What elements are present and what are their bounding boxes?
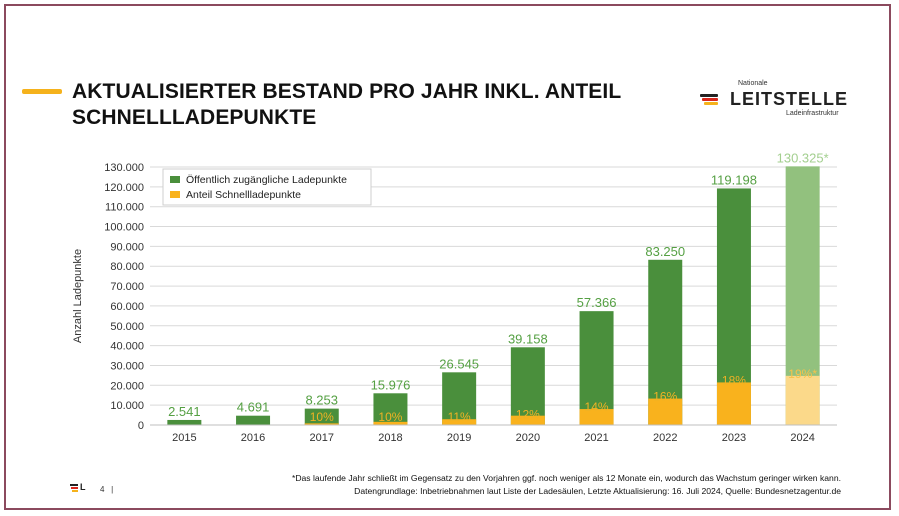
y-tick-label: 50.000: [110, 321, 144, 333]
bar-fast-charging: [442, 419, 477, 425]
title-accent-bar: [22, 89, 62, 94]
footer-logo-text: L: [80, 482, 86, 492]
y-tick-label: 20.000: [110, 380, 144, 392]
bar-fast-charging: [304, 423, 339, 425]
legend-label: Anteil Schnellladepunkte: [186, 189, 301, 201]
legend-swatch: [170, 191, 180, 198]
bar-total: [510, 347, 545, 425]
page-number: 4 |: [100, 485, 113, 494]
data-label-total: 4.691: [237, 400, 270, 415]
data-label-total: 26.545: [439, 356, 479, 371]
y-tick-label: 100.000: [104, 222, 144, 234]
x-tick-label: 2017: [310, 432, 334, 444]
x-tick-label: 2019: [447, 432, 471, 444]
data-label-total: 83.250: [645, 244, 685, 259]
x-tick-label: 2018: [378, 432, 402, 444]
logo-top-text: Nationale: [738, 80, 768, 87]
legend-swatch: [170, 176, 180, 183]
footnote: *Das laufende Jahr schließt im Gegensatz…: [221, 472, 841, 498]
data-label-share: 10%: [310, 410, 334, 424]
slide-frame: [4, 4, 891, 510]
data-label-total: 119.198: [711, 172, 757, 187]
x-tick-label: 2021: [584, 432, 608, 444]
data-label-total: 2.541: [168, 404, 201, 419]
y-tick-label: 110.000: [105, 202, 144, 214]
bar-fast-charging: [510, 415, 545, 425]
logo-main-text: LEITSTELLE: [730, 89, 848, 109]
x-tick-label: 2024: [790, 432, 814, 444]
data-label-total: 130.325*: [777, 150, 829, 165]
bar-total: [167, 419, 202, 425]
x-tick-label: 2020: [516, 432, 540, 444]
bar-fast-charging: [648, 398, 683, 425]
logo-sub-text: Ladeinfrastruktur: [786, 110, 839, 117]
bar-fast-charging: [579, 409, 614, 425]
page-number-value: 4: [100, 485, 105, 494]
data-label-total: 39.158: [508, 331, 548, 346]
bar-fast-charging: [373, 421, 408, 425]
data-label-total: 8.253: [305, 393, 338, 408]
bar-total: [442, 372, 477, 425]
title-line-1: AKTUALISIERTER BESTAND PRO JAHR INKL. AN…: [72, 80, 622, 103]
data-label-share: 19%*: [788, 367, 817, 381]
y-tick-label: 0: [138, 420, 144, 432]
bar-total: [579, 311, 614, 425]
data-label-total: 57.366: [577, 295, 617, 310]
bar-fast-charging: [785, 375, 820, 425]
y-tick-label: 80.000: [110, 261, 144, 273]
footnote-line-2: Datengrundlage: Inbetriebnahmen laut Lis…: [354, 486, 841, 496]
page-title: AKTUALISIERTER BESTAND PRO JAHR INKL. AN…: [72, 79, 672, 131]
leitstelle-logo: Nationale LEITSTELLE Ladeinfrastruktur: [700, 80, 850, 122]
y-tick-label: 130.000: [104, 162, 144, 174]
bar-total: [236, 415, 271, 425]
logo-mark-icon: [700, 94, 724, 106]
data-label-share: 16%: [653, 390, 677, 404]
y-tick-label: 40.000: [110, 341, 144, 353]
x-tick-label: 2016: [241, 432, 265, 444]
data-label-total: 15.976: [371, 377, 411, 392]
x-tick-label: 2023: [722, 432, 746, 444]
data-label-share: 11%: [448, 410, 471, 424]
legend-box: [162, 168, 372, 206]
data-label-share: 10%: [378, 410, 402, 424]
y-tick-label: 30.000: [110, 360, 144, 372]
page-separator: |: [111, 485, 114, 494]
y-tick-label: 60.000: [110, 301, 144, 313]
footer-logo-icon: L: [70, 482, 90, 494]
title-line-2: SCHNELLLADEPUNKTE: [72, 106, 317, 129]
y-axis-label: Anzahl Ladepunkte: [72, 249, 84, 343]
y-tick-label: 70.000: [110, 281, 144, 293]
bar-fast-charging: [716, 382, 751, 425]
y-tick-label: 10.000: [110, 400, 144, 412]
data-label-share: 18%: [722, 373, 746, 387]
x-tick-label: 2015: [172, 432, 196, 444]
legend: Öffentlich zugängliche Ladepunkte Anteil …: [162, 168, 372, 206]
y-tick-label: 90.000: [110, 241, 144, 253]
bar-total: [373, 393, 408, 425]
bar-total: [304, 408, 339, 425]
x-tick-label: 2022: [653, 432, 677, 444]
data-label-share: 12%: [516, 408, 540, 422]
footnote-line-1: *Das laufende Jahr schließt im Gegensatz…: [291, 473, 841, 483]
data-label-share: 14%: [585, 400, 609, 414]
legend-label: Öffentlich zugängliche Ladepunkte: [186, 174, 347, 186]
y-tick-label: 120.000: [104, 182, 144, 194]
bar-total: [648, 259, 683, 425]
